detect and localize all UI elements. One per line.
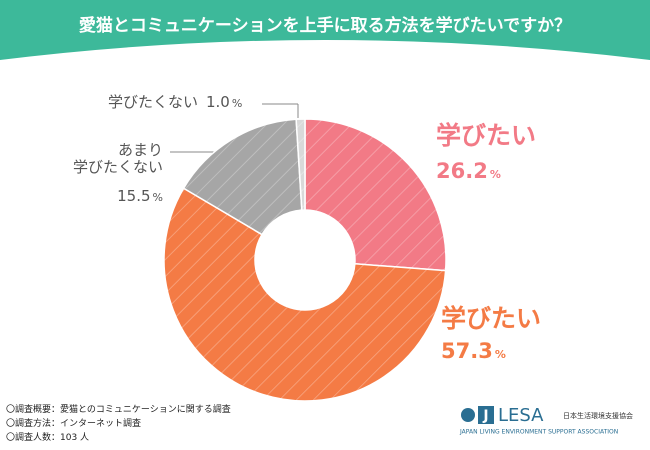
logo-org-en: JAPAN LIVING ENVIRONMENT SUPPORT ASSOCIA… — [459, 429, 618, 436]
donut-slice — [295, 118, 306, 211]
logo-mark: J — [482, 408, 488, 424]
value-label: 26.2% — [436, 159, 501, 183]
note: 〇調査概要：愛猫とのコミュニケーションに関する調査 — [6, 405, 231, 415]
donut-slice — [304, 118, 447, 272]
value-unit: % — [494, 348, 506, 361]
value-label: 1.0% — [206, 93, 243, 111]
note: 〇調査方法：インターネット調査 — [6, 419, 142, 429]
donut-slice — [182, 118, 303, 236]
value-unit: % — [152, 191, 163, 204]
logo-name: LESA — [498, 405, 544, 426]
value-unit: % — [231, 97, 243, 110]
category-label: あまり 学びたくない — [72, 141, 163, 176]
category-label: 学びたくない — [107, 93, 198, 111]
donut-slice — [163, 187, 447, 402]
value-label: 57.3% — [441, 339, 506, 363]
note: 〇調査人数：103 人 — [6, 433, 90, 443]
logo-dot — [461, 408, 475, 422]
category-label: 学びたい — [436, 121, 537, 150]
logo-org: 日本生活環境支援協会 — [563, 411, 633, 420]
value-unit: % — [489, 168, 501, 181]
value-label: 15.5% — [117, 187, 163, 205]
category-label: 学びたい — [441, 304, 542, 333]
background — [0, 40, 650, 450]
logo-box — [478, 406, 494, 424]
chart-title: 愛猫とコミュニケーションを上手に取る方法を学びたいですか？ — [79, 15, 571, 36]
